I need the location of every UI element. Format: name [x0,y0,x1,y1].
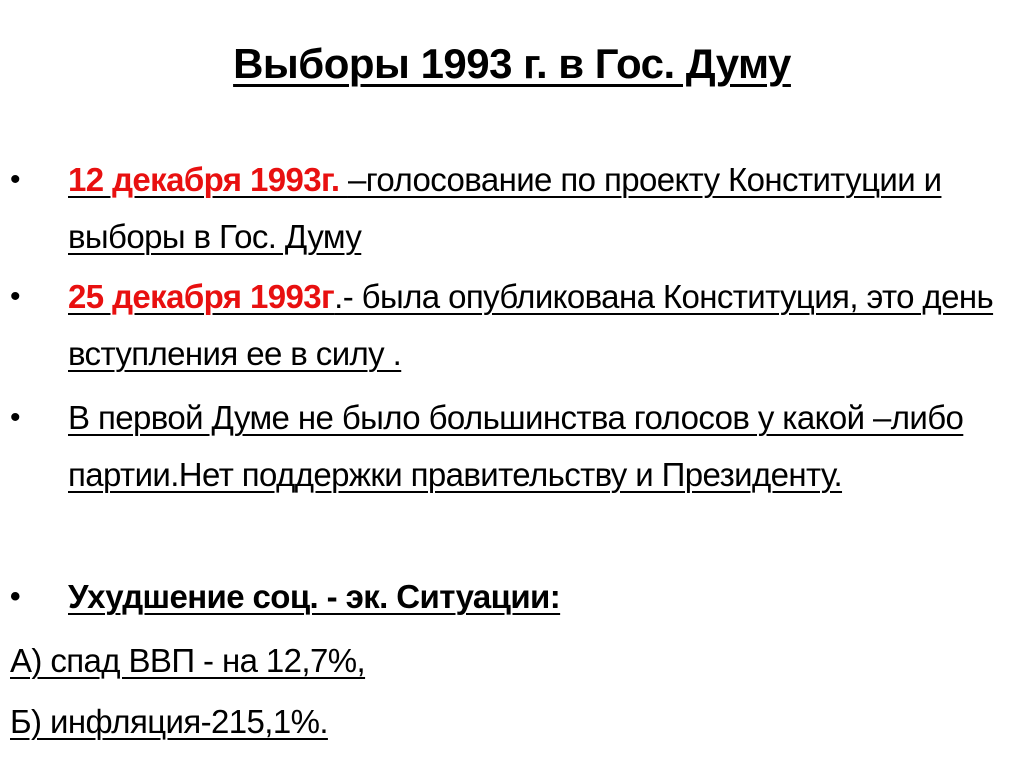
bullet-item: • В первой Думе не было большинства голо… [10,390,998,503]
date-highlight: 12 декабря 1993г. [68,161,348,198]
sub-item: Б) инфляция-215,1%. [10,703,329,740]
bullet-text: В первой Думе не было большинства голосо… [68,399,964,493]
bullet-item: • 12 декабря 1993г. –голосование по прое… [10,152,1008,265]
bullet-icon: • [10,280,21,313]
bullet-icon: • [10,580,21,613]
sub-item: А) спад ВВП - на 12,7%, [10,642,366,679]
bullet-icon: • [10,163,21,196]
bullet-text: –голосование по проекту Конституции и вы… [68,161,942,255]
page-title: Выборы 1993 г. в Гос. Думу [233,40,791,87]
bullet-icon: • [10,401,21,434]
bullet-item: • Ухудшение соц. - эк. Ситуации: [10,569,1008,626]
bullet-item: • 25 декабря 1993г.- была опубликована К… [10,269,1008,382]
date-highlight: 25 декабря 1993г [68,278,335,315]
bullet-text: .- была опубликована Конституция, это де… [68,278,994,372]
bullet-text: Ухудшение соц. - эк. Ситуации: [68,578,561,615]
